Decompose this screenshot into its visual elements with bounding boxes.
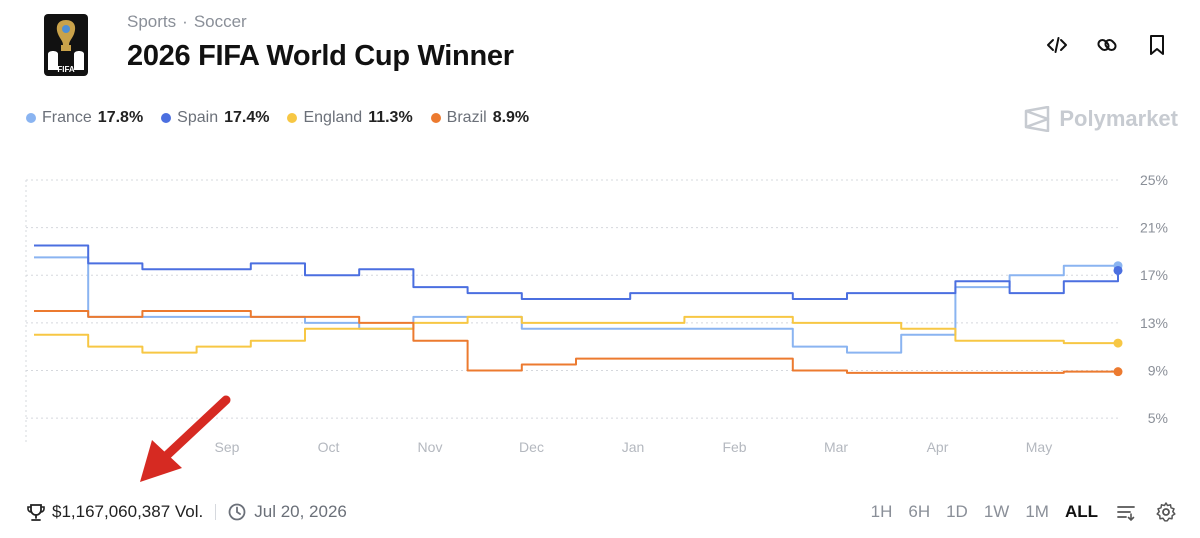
x-tick-label: Jan xyxy=(622,439,645,455)
trophy-icon xyxy=(27,504,45,521)
legend-value: 17.4% xyxy=(224,109,270,126)
series-line-england xyxy=(34,315,1118,354)
legend-dot-spain xyxy=(161,113,172,123)
legend-item-france: France 17.8% xyxy=(26,109,143,127)
legend-value: 8.9% xyxy=(492,109,530,126)
y-tick-label: 25% xyxy=(1140,172,1168,188)
filter-button[interactable] xyxy=(1114,500,1138,524)
legend-item-england: England 11.3% xyxy=(287,109,413,127)
logo-text: FIFA xyxy=(57,65,75,74)
chart-lines xyxy=(34,244,1119,374)
chart-grid xyxy=(25,179,1118,442)
range-1w[interactable]: 1W xyxy=(983,502,1010,521)
link-icon xyxy=(1097,38,1117,52)
y-tick-label: 21% xyxy=(1140,220,1168,236)
end-marker-brazil xyxy=(1113,367,1123,377)
x-tick-label: Sep xyxy=(215,439,240,455)
breadcrumb-category[interactable]: Sports xyxy=(127,12,177,31)
brand-name: Polymarket xyxy=(1059,106,1178,131)
code-icon xyxy=(1047,37,1067,53)
legend-dot-france xyxy=(26,113,36,123)
x-tick-label: May xyxy=(1026,439,1052,455)
volume-value: $1,167,060,387 Vol. xyxy=(52,502,204,521)
legend-dot-england xyxy=(287,113,298,123)
x-tick-label: Oct xyxy=(318,439,340,455)
range-1h[interactable]: 1H xyxy=(870,502,893,521)
settings-button[interactable] xyxy=(1154,500,1178,524)
y-tick-label: 9% xyxy=(1148,362,1168,378)
page-title: 2026 FIFA World Cup Winner xyxy=(127,40,514,72)
x-tick-label: Nov xyxy=(418,439,443,455)
y-tick-label: 17% xyxy=(1140,267,1168,283)
bookmark-icon xyxy=(1150,35,1164,55)
time-range-selector: 1H 6H 1D 1W 1M ALL xyxy=(871,500,1178,524)
bookmark-button[interactable] xyxy=(1142,30,1172,60)
end-date-value: Jul 20, 2026 xyxy=(254,502,347,521)
legend-item-brazil: Brazil 8.9% xyxy=(430,109,530,127)
breadcrumb-separator: · xyxy=(182,12,188,31)
end-marker-spain xyxy=(1113,265,1123,275)
price-history-chart[interactable]: Sep Oct Nov Dec Jan Feb Mar Apr May 25% 21% 17% 13%… xyxy=(0,160,1200,460)
legend-label: France xyxy=(42,109,92,126)
range-all[interactable]: ALL xyxy=(1064,502,1098,521)
range-1d[interactable]: 1D xyxy=(946,502,968,521)
end-date: Jul 20, 2026 xyxy=(228,502,347,522)
embed-button[interactable] xyxy=(1042,30,1072,60)
polymarket-logo-icon xyxy=(1025,106,1050,132)
trophy-icon: FIFA xyxy=(44,14,88,76)
legend-label: Spain xyxy=(177,109,219,126)
y-tick-label: 13% xyxy=(1140,315,1168,331)
copy-link-button[interactable] xyxy=(1092,30,1122,60)
red-arrow-icon xyxy=(140,395,231,482)
event-logo: FIFA xyxy=(44,14,88,76)
breadcrumb-subcategory[interactable]: Soccer xyxy=(193,12,247,31)
volume: $1,167,060,387 Vol. xyxy=(26,502,203,522)
y-tick-label: 5% xyxy=(1148,410,1168,426)
legend-item-spain: Spain 17.4% xyxy=(161,109,269,127)
filter-lines-icon xyxy=(1117,506,1135,522)
x-tick-label: Dec xyxy=(519,439,544,455)
x-axis-ticks: Sep Oct Nov Dec Jan Feb Mar Apr May xyxy=(215,439,1053,455)
legend-value: 11.3% xyxy=(368,109,413,126)
legend-dot-brazil xyxy=(430,113,441,123)
chart-end-markers xyxy=(1113,261,1123,377)
range-6h[interactable]: 6H xyxy=(908,502,931,521)
x-tick-label: Feb xyxy=(722,439,746,455)
legend-label: Brazil xyxy=(446,109,487,126)
footer-divider xyxy=(215,504,217,520)
legend-label: England xyxy=(303,109,363,126)
x-tick-label: Apr xyxy=(927,439,949,455)
breadcrumb: Sports · Soccer xyxy=(127,12,247,32)
gear-icon xyxy=(1156,502,1176,522)
market-footer: $1,167,060,387 Vol. Jul 20, 2026 xyxy=(26,502,347,522)
series-line-spain xyxy=(34,244,1119,301)
clock-icon xyxy=(228,503,246,521)
series-line-brazil xyxy=(34,309,1118,374)
end-marker-england xyxy=(1113,338,1123,348)
x-tick-label: Mar xyxy=(824,439,848,455)
polymarket-watermark: Polymarket xyxy=(1023,106,1178,132)
chart-legend: France 17.8% Spain 17.4% England 11.3% B… xyxy=(26,109,529,127)
legend-value: 17.8% xyxy=(97,109,144,126)
range-1m[interactable]: 1M xyxy=(1025,502,1049,521)
y-axis-ticks: 25% 21% 17% 13% 9% 5% xyxy=(1140,172,1168,426)
header-actions xyxy=(1042,30,1172,60)
